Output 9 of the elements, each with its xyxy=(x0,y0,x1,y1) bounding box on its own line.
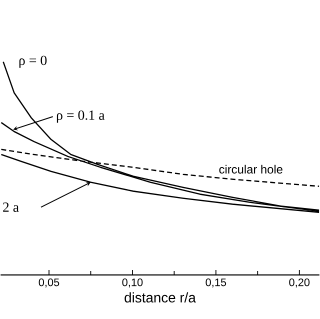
x-tick-label: 0,20 xyxy=(289,278,310,288)
series-label: circular hole xyxy=(219,164,282,174)
x-axis-title: distance r/a xyxy=(124,292,196,303)
series-label: ρ = 0 xyxy=(19,56,47,68)
text: 2 a xyxy=(3,202,19,212)
x-tick-label: 0,10 xyxy=(122,278,143,288)
legend-label: ρ = 0.1 a xyxy=(56,110,105,123)
x-tick-label: 0,05 xyxy=(38,278,60,288)
x-tick-label: 0,15 xyxy=(206,278,226,288)
